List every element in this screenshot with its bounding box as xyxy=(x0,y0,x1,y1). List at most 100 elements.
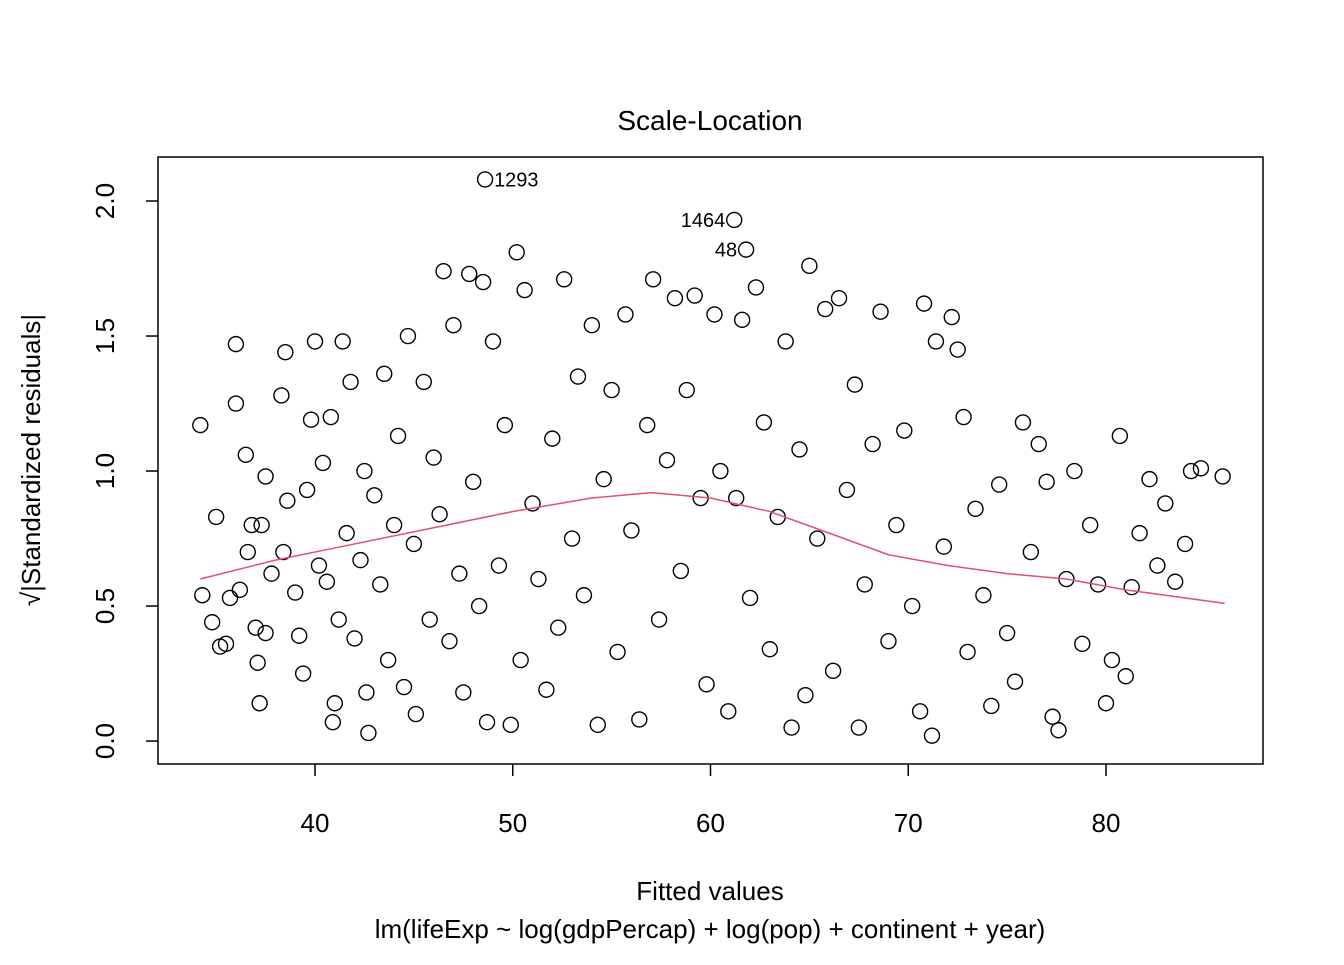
point xyxy=(508,244,525,261)
point xyxy=(1141,470,1158,488)
point xyxy=(431,506,448,523)
point xyxy=(737,241,755,258)
point xyxy=(1022,543,1040,561)
point xyxy=(346,630,363,647)
point xyxy=(389,427,407,445)
point xyxy=(864,435,881,453)
point xyxy=(983,697,1000,715)
point xyxy=(405,535,423,553)
point xyxy=(310,557,328,574)
point xyxy=(872,303,889,320)
point xyxy=(583,317,601,334)
point xyxy=(666,290,684,307)
point xyxy=(360,724,377,742)
point xyxy=(639,416,656,434)
point xyxy=(672,562,690,580)
point xyxy=(609,643,626,661)
point xyxy=(306,333,324,350)
point xyxy=(761,641,779,658)
point xyxy=(1103,651,1121,669)
point xyxy=(441,632,458,650)
point xyxy=(1131,524,1148,542)
point xyxy=(1014,414,1032,431)
point xyxy=(358,684,375,701)
point xyxy=(221,589,239,607)
point xyxy=(330,611,347,628)
point xyxy=(385,516,403,534)
y-tick-label: 1.5 xyxy=(90,318,120,354)
point xyxy=(1111,427,1129,445)
point xyxy=(247,619,264,636)
point xyxy=(720,703,737,720)
point xyxy=(324,713,342,731)
point xyxy=(623,522,640,539)
point xyxy=(801,257,818,275)
x-tick-label: 50 xyxy=(498,808,527,838)
point xyxy=(352,551,369,569)
point xyxy=(1123,578,1140,596)
point xyxy=(809,530,826,547)
point xyxy=(1074,635,1091,653)
point xyxy=(830,290,848,307)
point xyxy=(747,279,765,296)
point xyxy=(915,295,933,312)
point-label: 1293 xyxy=(494,169,539,191)
point xyxy=(544,430,561,447)
point-label: 1464 xyxy=(681,210,726,232)
point xyxy=(755,414,773,431)
point xyxy=(445,317,462,334)
point xyxy=(959,643,976,661)
point xyxy=(474,273,492,291)
point xyxy=(686,287,703,304)
x-tick-label: 60 xyxy=(696,808,725,838)
point xyxy=(334,333,351,350)
point xyxy=(888,516,905,534)
point xyxy=(415,373,432,391)
point xyxy=(356,462,373,480)
point xyxy=(943,308,960,326)
point xyxy=(896,422,913,439)
point xyxy=(850,719,868,736)
point xyxy=(379,651,397,669)
point xyxy=(194,587,211,604)
point xyxy=(991,476,1008,493)
point xyxy=(407,705,425,723)
point xyxy=(733,311,751,329)
point xyxy=(726,211,743,229)
point xyxy=(1038,473,1055,491)
point xyxy=(322,408,340,426)
point xyxy=(650,611,668,628)
point xyxy=(1066,462,1083,480)
point xyxy=(550,619,567,636)
point xyxy=(975,587,992,604)
point xyxy=(435,263,452,280)
point xyxy=(294,665,312,682)
point xyxy=(290,627,308,644)
point xyxy=(314,454,332,472)
point xyxy=(287,584,304,601)
point xyxy=(712,462,729,480)
point xyxy=(524,495,541,512)
point xyxy=(998,624,1016,642)
point xyxy=(263,565,280,582)
point xyxy=(1157,495,1174,512)
point xyxy=(338,524,355,542)
x-tick-label: 70 xyxy=(894,808,923,838)
point xyxy=(451,565,468,582)
point xyxy=(904,597,921,615)
point xyxy=(496,416,514,434)
point xyxy=(217,635,235,653)
point xyxy=(816,300,834,318)
point xyxy=(706,306,723,323)
point xyxy=(923,727,941,744)
point xyxy=(372,576,389,593)
point xyxy=(395,678,413,696)
point xyxy=(237,446,254,464)
point xyxy=(846,376,864,393)
point xyxy=(935,538,953,555)
point xyxy=(880,632,897,650)
point xyxy=(502,716,519,734)
point xyxy=(465,473,482,491)
point xyxy=(617,306,634,323)
